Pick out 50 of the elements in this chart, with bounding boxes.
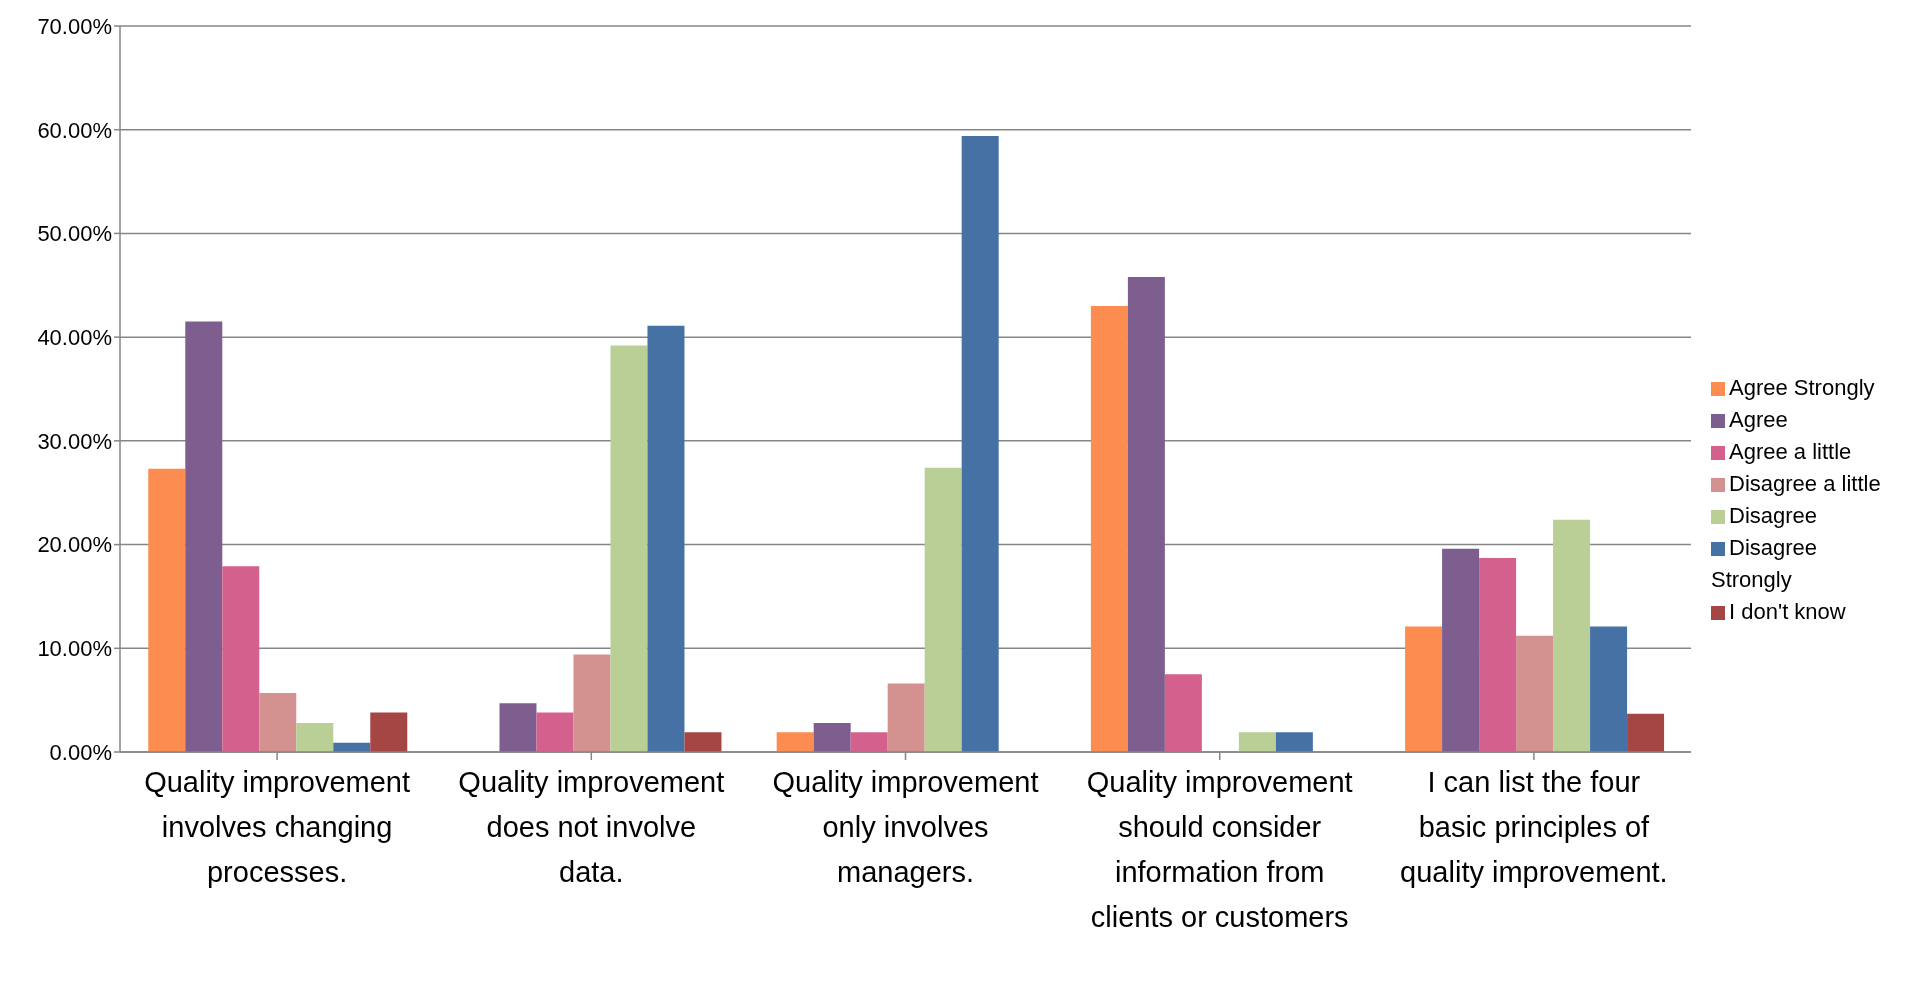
- y-tick-label: 20.00%: [37, 532, 112, 558]
- bar: [1275, 732, 1313, 752]
- x-tick-label: Quality improvement should consider information from clients or customers: [1086, 766, 1353, 933]
- bar: [961, 135, 999, 752]
- legend-label: Agree: [1729, 407, 1788, 432]
- x-tick-label: Quality improvement does not involve data.: [458, 766, 725, 888]
- bar: [813, 722, 851, 752]
- bar: [1627, 713, 1665, 752]
- bar: [573, 654, 611, 752]
- bar: [1553, 519, 1591, 752]
- bar: [887, 683, 925, 752]
- bar: [1405, 626, 1443, 752]
- bar: [850, 732, 888, 752]
- y-tick-label: 30.00%: [37, 428, 112, 454]
- x-tick-label: Quality improvement involves changing processes.: [144, 766, 411, 888]
- legend-label: Agree a little: [1729, 439, 1852, 464]
- bar: [1238, 732, 1276, 752]
- y-tick-label: 60.00%: [37, 117, 112, 143]
- bar: [610, 345, 648, 752]
- bar: [1590, 626, 1628, 752]
- legend-label: Disagree a little: [1729, 471, 1881, 496]
- y-tick-label: 0.00%: [49, 739, 112, 765]
- x-tick-label: I can list the four basic principles of quality improvement.: [1400, 766, 1668, 888]
- bar: [185, 321, 223, 752]
- y-tick-label: 70.00%: [37, 13, 112, 39]
- legend-label: Disagree Strongly: [1711, 535, 1818, 592]
- x-tick-label: Quality improvement only involves managers.: [772, 766, 1039, 888]
- bar: [222, 566, 260, 752]
- bar: [1516, 635, 1554, 752]
- y-tick-label: 10.00%: [37, 636, 112, 662]
- bar: [1090, 306, 1128, 752]
- bar: [148, 468, 186, 752]
- bar: [1479, 558, 1517, 752]
- bar: [647, 325, 685, 752]
- y-tick-label: 50.00%: [37, 221, 112, 247]
- bar: [1164, 674, 1202, 752]
- bar: [1127, 276, 1165, 752]
- bar: [776, 732, 814, 752]
- bar: [1442, 548, 1480, 752]
- bar: [296, 722, 334, 752]
- bar: [259, 692, 297, 752]
- legend-label: I don't know: [1729, 599, 1846, 624]
- y-tick-label: 40.00%: [37, 324, 112, 350]
- legend-label: Agree Strongly: [1729, 375, 1875, 400]
- bar: [536, 712, 574, 752]
- bar: [684, 732, 722, 752]
- bar: [499, 703, 537, 752]
- legend-label: Disagree: [1729, 503, 1818, 528]
- bar: [924, 467, 962, 752]
- bar: [370, 712, 408, 752]
